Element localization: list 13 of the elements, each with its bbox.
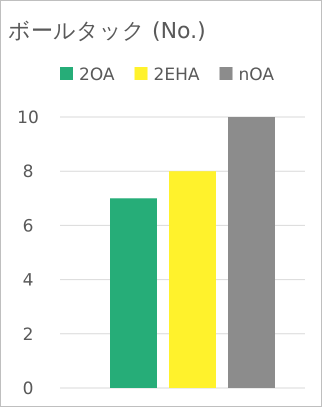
legend-label: 2EHA (154, 65, 200, 85)
y-tick-label: 6 (22, 216, 34, 236)
chart-title: ボールタック (No.) (8, 19, 206, 44)
bar (228, 117, 275, 388)
bar (169, 171, 216, 388)
legend-label: nOA (238, 65, 274, 85)
y-tick-label: 2 (22, 324, 34, 345)
legend-label: 2OA (79, 65, 115, 85)
y-tick-label: 4 (22, 270, 34, 291)
y-tick-label: 8 (22, 162, 34, 182)
bar (110, 198, 157, 388)
y-tick-label: 0 (22, 379, 34, 399)
y-tick-label: 10 (17, 108, 39, 128)
